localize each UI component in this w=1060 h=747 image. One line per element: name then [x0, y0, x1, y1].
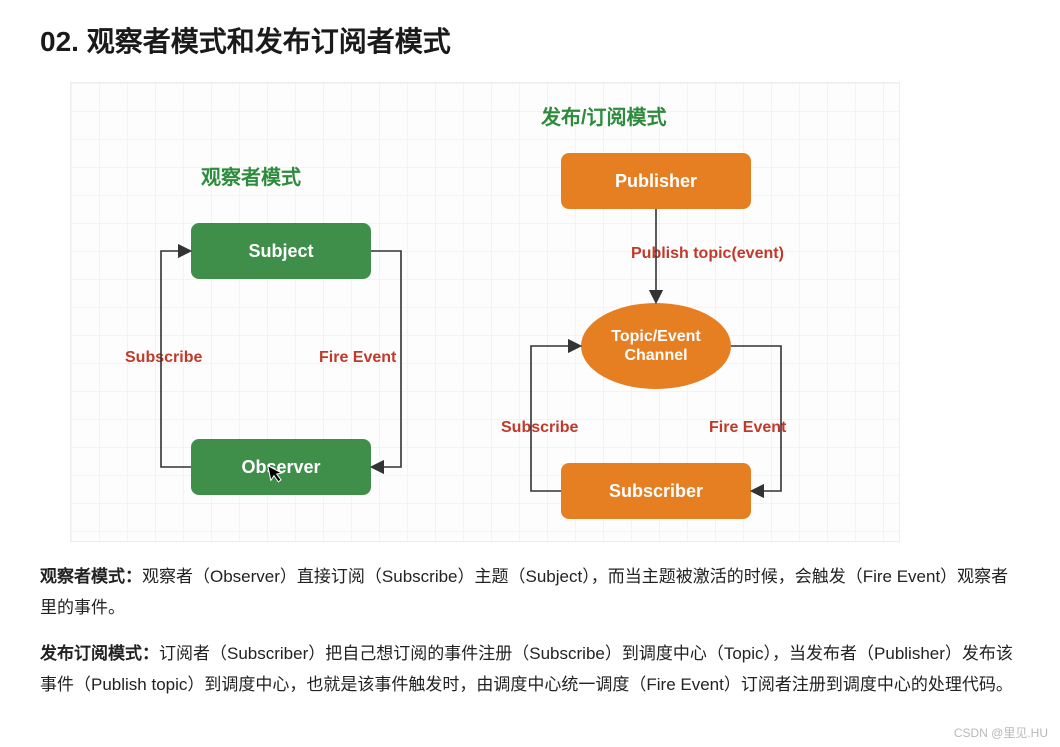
desc-obs-bold: 观察者模式：: [40, 567, 142, 586]
edge-label-pub-fire: Fire Event: [709, 419, 786, 437]
edge-label-pub-publish: Publish topic(event): [631, 245, 784, 263]
section-title: 02. 观察者模式和发布订阅者模式: [40, 20, 1020, 60]
desc-pub-text: 订阅者（Subscriber）把自己想订阅的事件注册（Subscribe）到调度…: [40, 644, 1013, 694]
publisher-box: Publisher: [561, 153, 751, 209]
edge-label-obs-fire: Fire Event: [319, 349, 396, 367]
description-observer: 观察者模式：观察者（Observer）直接订阅（Subscribe）主题（Sub…: [40, 562, 1020, 623]
channel-ellipse-label: Topic/Event Channel: [611, 327, 701, 365]
subscriber-box: Subscriber: [561, 463, 751, 519]
observer-pattern-title: 观察者模式: [201, 161, 301, 190]
watermark: CSDN @里见.HU: [954, 724, 1048, 741]
desc-pub-bold: 发布订阅模式：: [40, 644, 159, 663]
diagram-container: 观察者模式 发布/订阅模式 Subject Observer Publisher…: [70, 82, 900, 542]
channel-ellipse: Topic/Event Channel: [581, 303, 731, 389]
pubsub-pattern-title: 发布/订阅模式: [541, 101, 667, 130]
edge-label-pub-subscribe: Subscribe: [501, 419, 578, 437]
description-pubsub: 发布订阅模式：订阅者（Subscriber）把自己想订阅的事件注册（Subscr…: [40, 639, 1020, 700]
edge-label-obs-subscribe: Subscribe: [125, 349, 202, 367]
desc-obs-text: 观察者（Observer）直接订阅（Subscribe）主题（Subject），…: [40, 567, 1008, 617]
subject-box: Subject: [191, 223, 371, 279]
